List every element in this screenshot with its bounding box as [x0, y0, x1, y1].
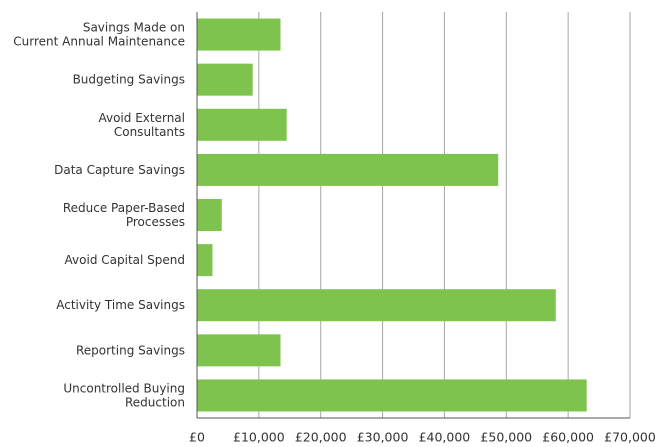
category-label-line: Data Capture Savings	[54, 162, 185, 176]
bar	[197, 379, 587, 412]
bar	[197, 18, 281, 51]
bar	[197, 334, 281, 367]
bar	[197, 153, 499, 186]
bar	[197, 289, 556, 322]
category-label-line: Uncontrolled Buying	[63, 381, 185, 395]
category-label: Uncontrolled Buying Reduction	[63, 381, 185, 409]
category-label: Data Capture Savings	[54, 162, 185, 176]
axes	[196, 12, 630, 419]
x-tick-label: £30,000	[357, 430, 409, 445]
gridlines	[258, 12, 631, 418]
x-tick-label: £0	[189, 430, 205, 445]
category-label-line: Reduction	[125, 395, 185, 409]
category-label-line: Reduce Paper-Based	[63, 201, 185, 215]
category-label: Reduce Paper-Based Processes	[63, 201, 185, 229]
category-label: Activity Time Savings	[56, 298, 185, 312]
category-label: Avoid Capital Spend	[65, 253, 185, 267]
category-label-line: Savings Made on	[83, 20, 185, 34]
x-tick-label: £20,000	[295, 430, 347, 445]
bar	[197, 244, 213, 277]
category-label-line: Budgeting Savings	[73, 72, 185, 86]
x-tick-label: £10,000	[233, 430, 285, 445]
category-label: Budgeting Savings	[73, 72, 185, 86]
category-label-line: Processes	[126, 215, 185, 229]
x-tick-label: £50,000	[480, 430, 532, 445]
x-tick-label: £40,000	[419, 430, 471, 445]
category-label-line: Avoid Capital Spend	[65, 253, 185, 267]
category-label-line: Current Annual Maintenance	[13, 34, 185, 48]
category-label-line: Consultants	[114, 124, 185, 138]
category-label: Avoid External Consultants	[98, 110, 185, 138]
category-label-line: Activity Time Savings	[56, 298, 185, 312]
bar	[197, 108, 287, 141]
bars	[197, 18, 587, 412]
category-label: Savings Made on Current Annual Maintenanc…	[13, 20, 185, 48]
category-label-line: Reporting Savings	[76, 343, 185, 357]
bar	[197, 199, 222, 231]
category-label: Reporting Savings	[76, 343, 185, 357]
x-tick-label: £60,000	[542, 430, 594, 445]
x-tick-label: £70,000	[604, 430, 656, 445]
x-tick-labels: £0 £10,000 £20,000 £30,000 £40,000 £50,000 £60…	[189, 430, 656, 445]
category-labels: Savings Made on Current Annual Maintenanc…	[13, 20, 185, 409]
category-label-line: Avoid External	[98, 110, 185, 124]
bar	[197, 63, 253, 96]
